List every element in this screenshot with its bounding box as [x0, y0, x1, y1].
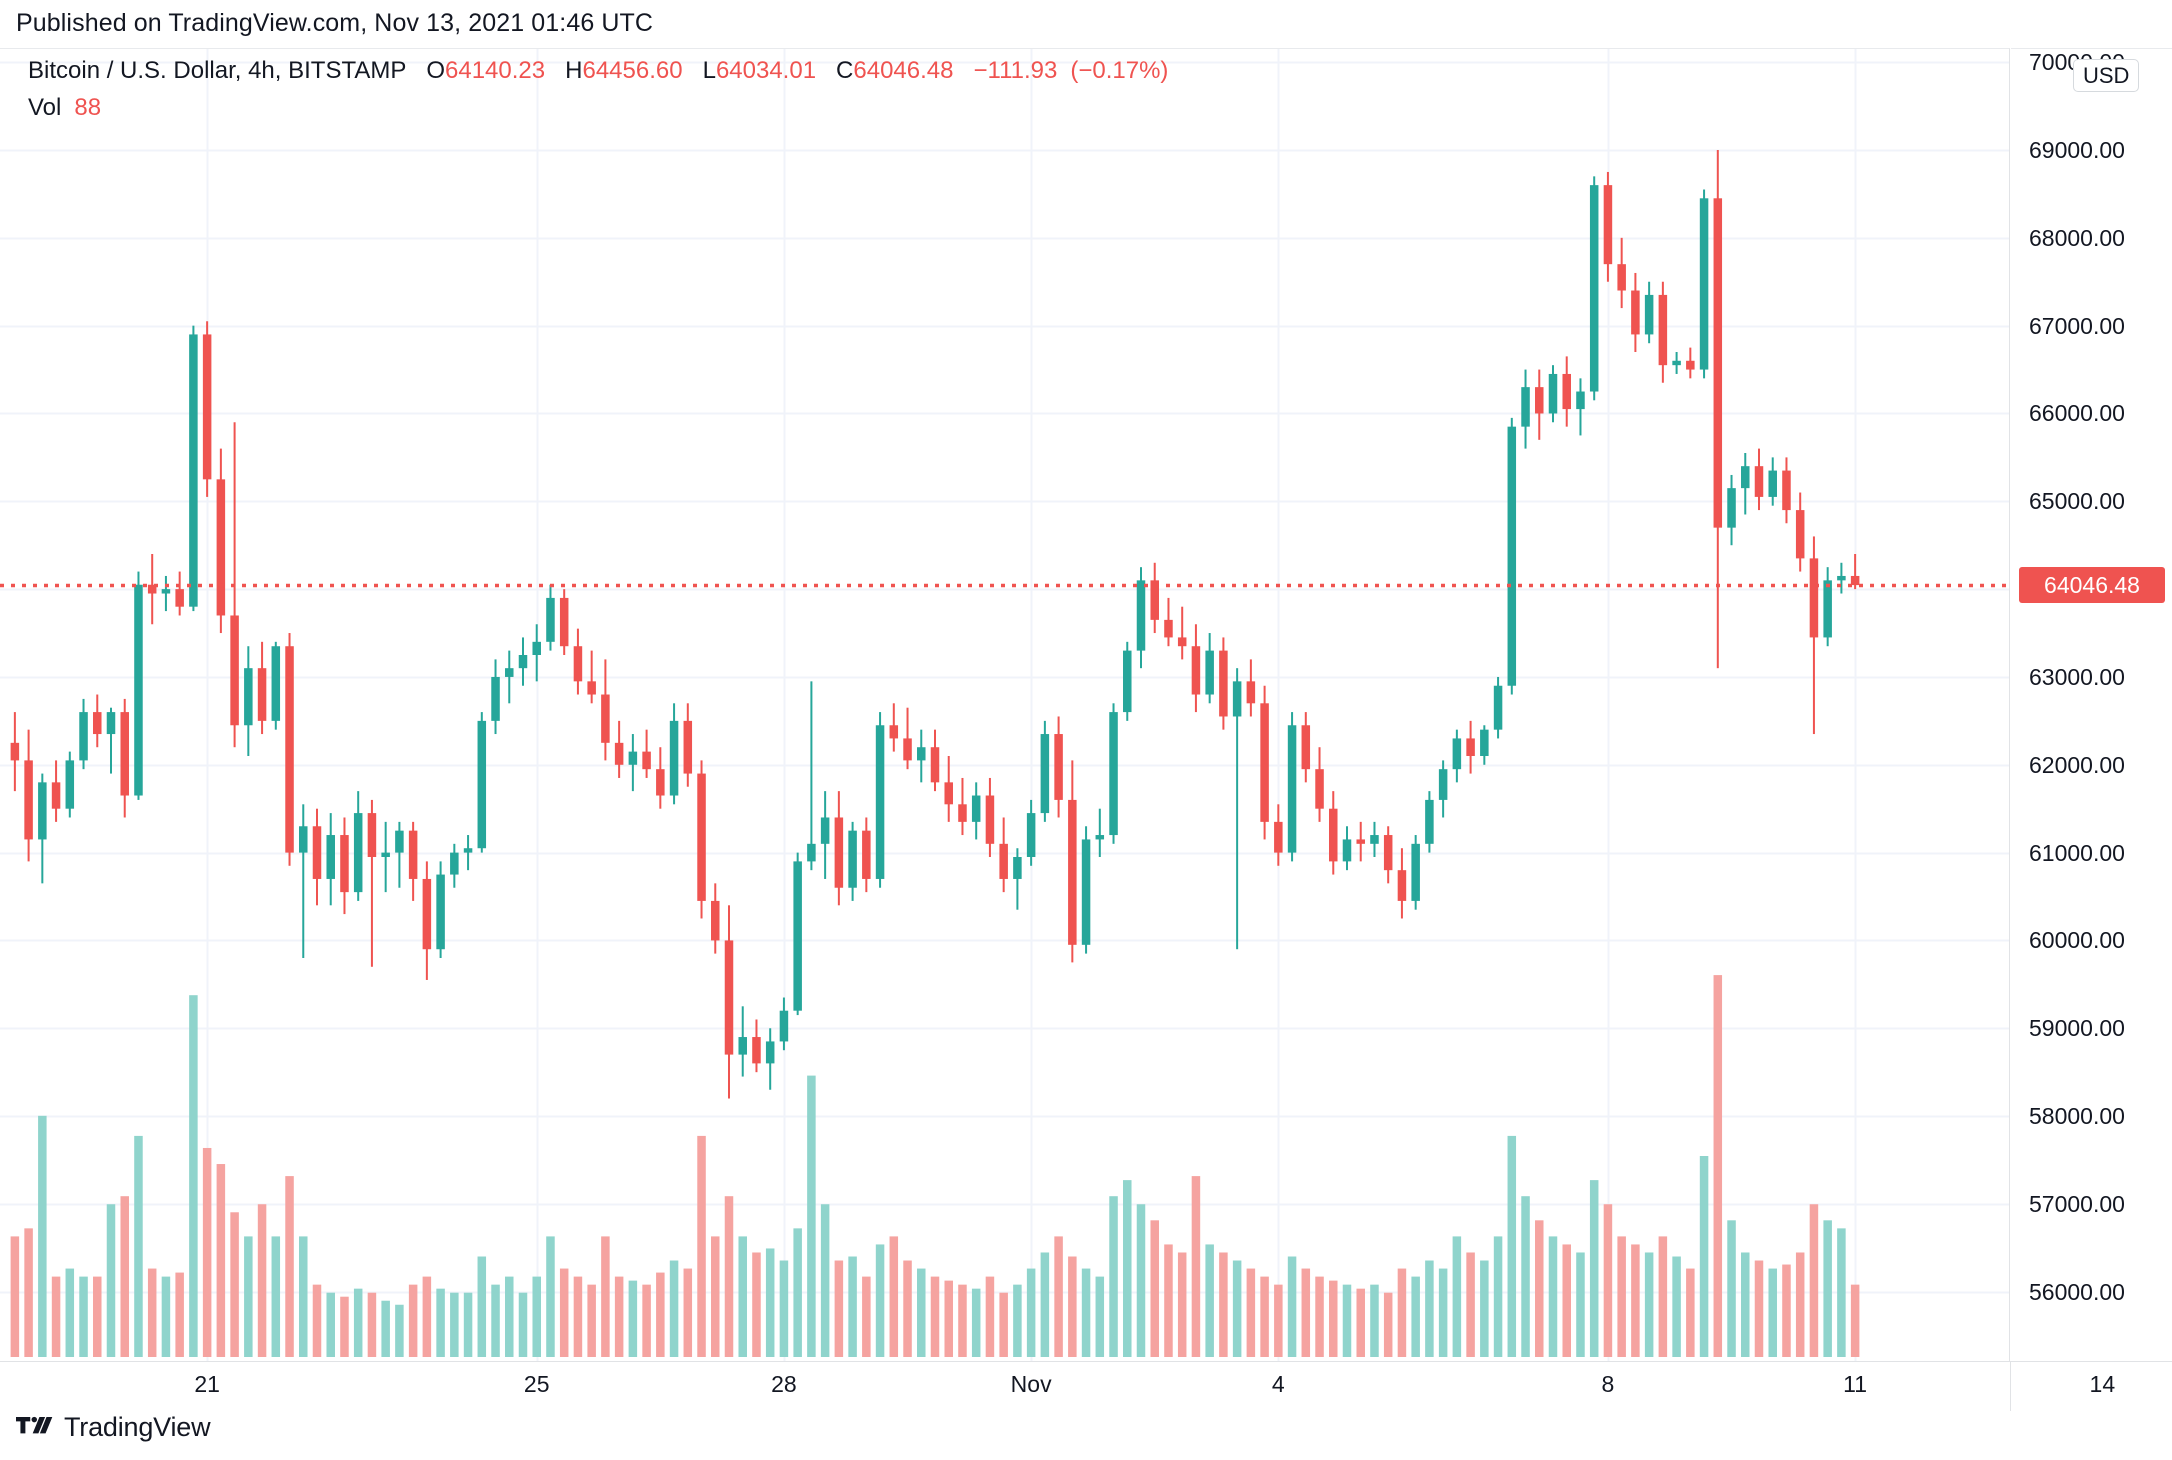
- price-line-overlay: [0, 583, 2009, 588]
- price-tick-label: 65000.00: [2029, 488, 2125, 515]
- time-tick-label: 25: [523, 1371, 550, 1397]
- published-caption: Published on TradingView.com, Nov 13, 20…: [16, 9, 654, 37]
- time-tick-label: 11: [1843, 1371, 1868, 1397]
- chart-grid: [0, 49, 2009, 1362]
- price-tick-label: 68000.00: [2029, 224, 2125, 251]
- price-tick-label: 63000.00: [2029, 663, 2125, 690]
- tradingview-logo-icon: [16, 1416, 53, 1434]
- time-tick-label: 28: [771, 1371, 797, 1397]
- candlestick-series: [10, 150, 1860, 1357]
- price-tick-label: 67000.00: [2029, 312, 2125, 339]
- price-tick-label: 56000.00: [2029, 1278, 2125, 1305]
- chart-plot-area[interactable]: [0, 48, 2010, 1400]
- time-scale-divider: [2010, 1362, 2011, 1411]
- price-tick-label: 57000.00: [2029, 1190, 2125, 1217]
- price-tick-label: 66000.00: [2029, 400, 2125, 427]
- price-tick-label: 62000.00: [2029, 751, 2125, 778]
- price-tick-label: 59000.00: [2029, 1015, 2125, 1042]
- price-tick-label: 61000.00: [2029, 839, 2125, 866]
- time-tick-label: 4: [1271, 1371, 1285, 1397]
- time-scale[interactable]: 21 25 28 Nov 4 8 11 14: [0, 1361, 2172, 1411]
- time-tick-label: 8: [1601, 1371, 1615, 1397]
- price-tick-label: 69000.00: [2029, 137, 2125, 163]
- currency-badge[interactable]: USD: [2073, 59, 2140, 92]
- tradingview-branding[interactable]: TradingView: [16, 1412, 211, 1442]
- price-tick-label: 58000.00: [2029, 1103, 2125, 1130]
- tradingview-wordmark: TradingView: [64, 1412, 211, 1442]
- time-tick-label: Nov: [1010, 1371, 1052, 1397]
- time-tick-label: 14: [2089, 1371, 2116, 1397]
- time-tick-label: 21: [194, 1371, 220, 1397]
- price-scale[interactable]: 70000.0069000.0068000.0067000.0066000.00…: [2011, 48, 2172, 1400]
- current-price-tag: 64046.48: [2019, 567, 2165, 604]
- chart-container: Bitcoin / U.S. Dollar, 4h, BITSTAMP O6414…: [0, 48, 2172, 1411]
- price-tick-label: 60000.00: [2029, 927, 2125, 954]
